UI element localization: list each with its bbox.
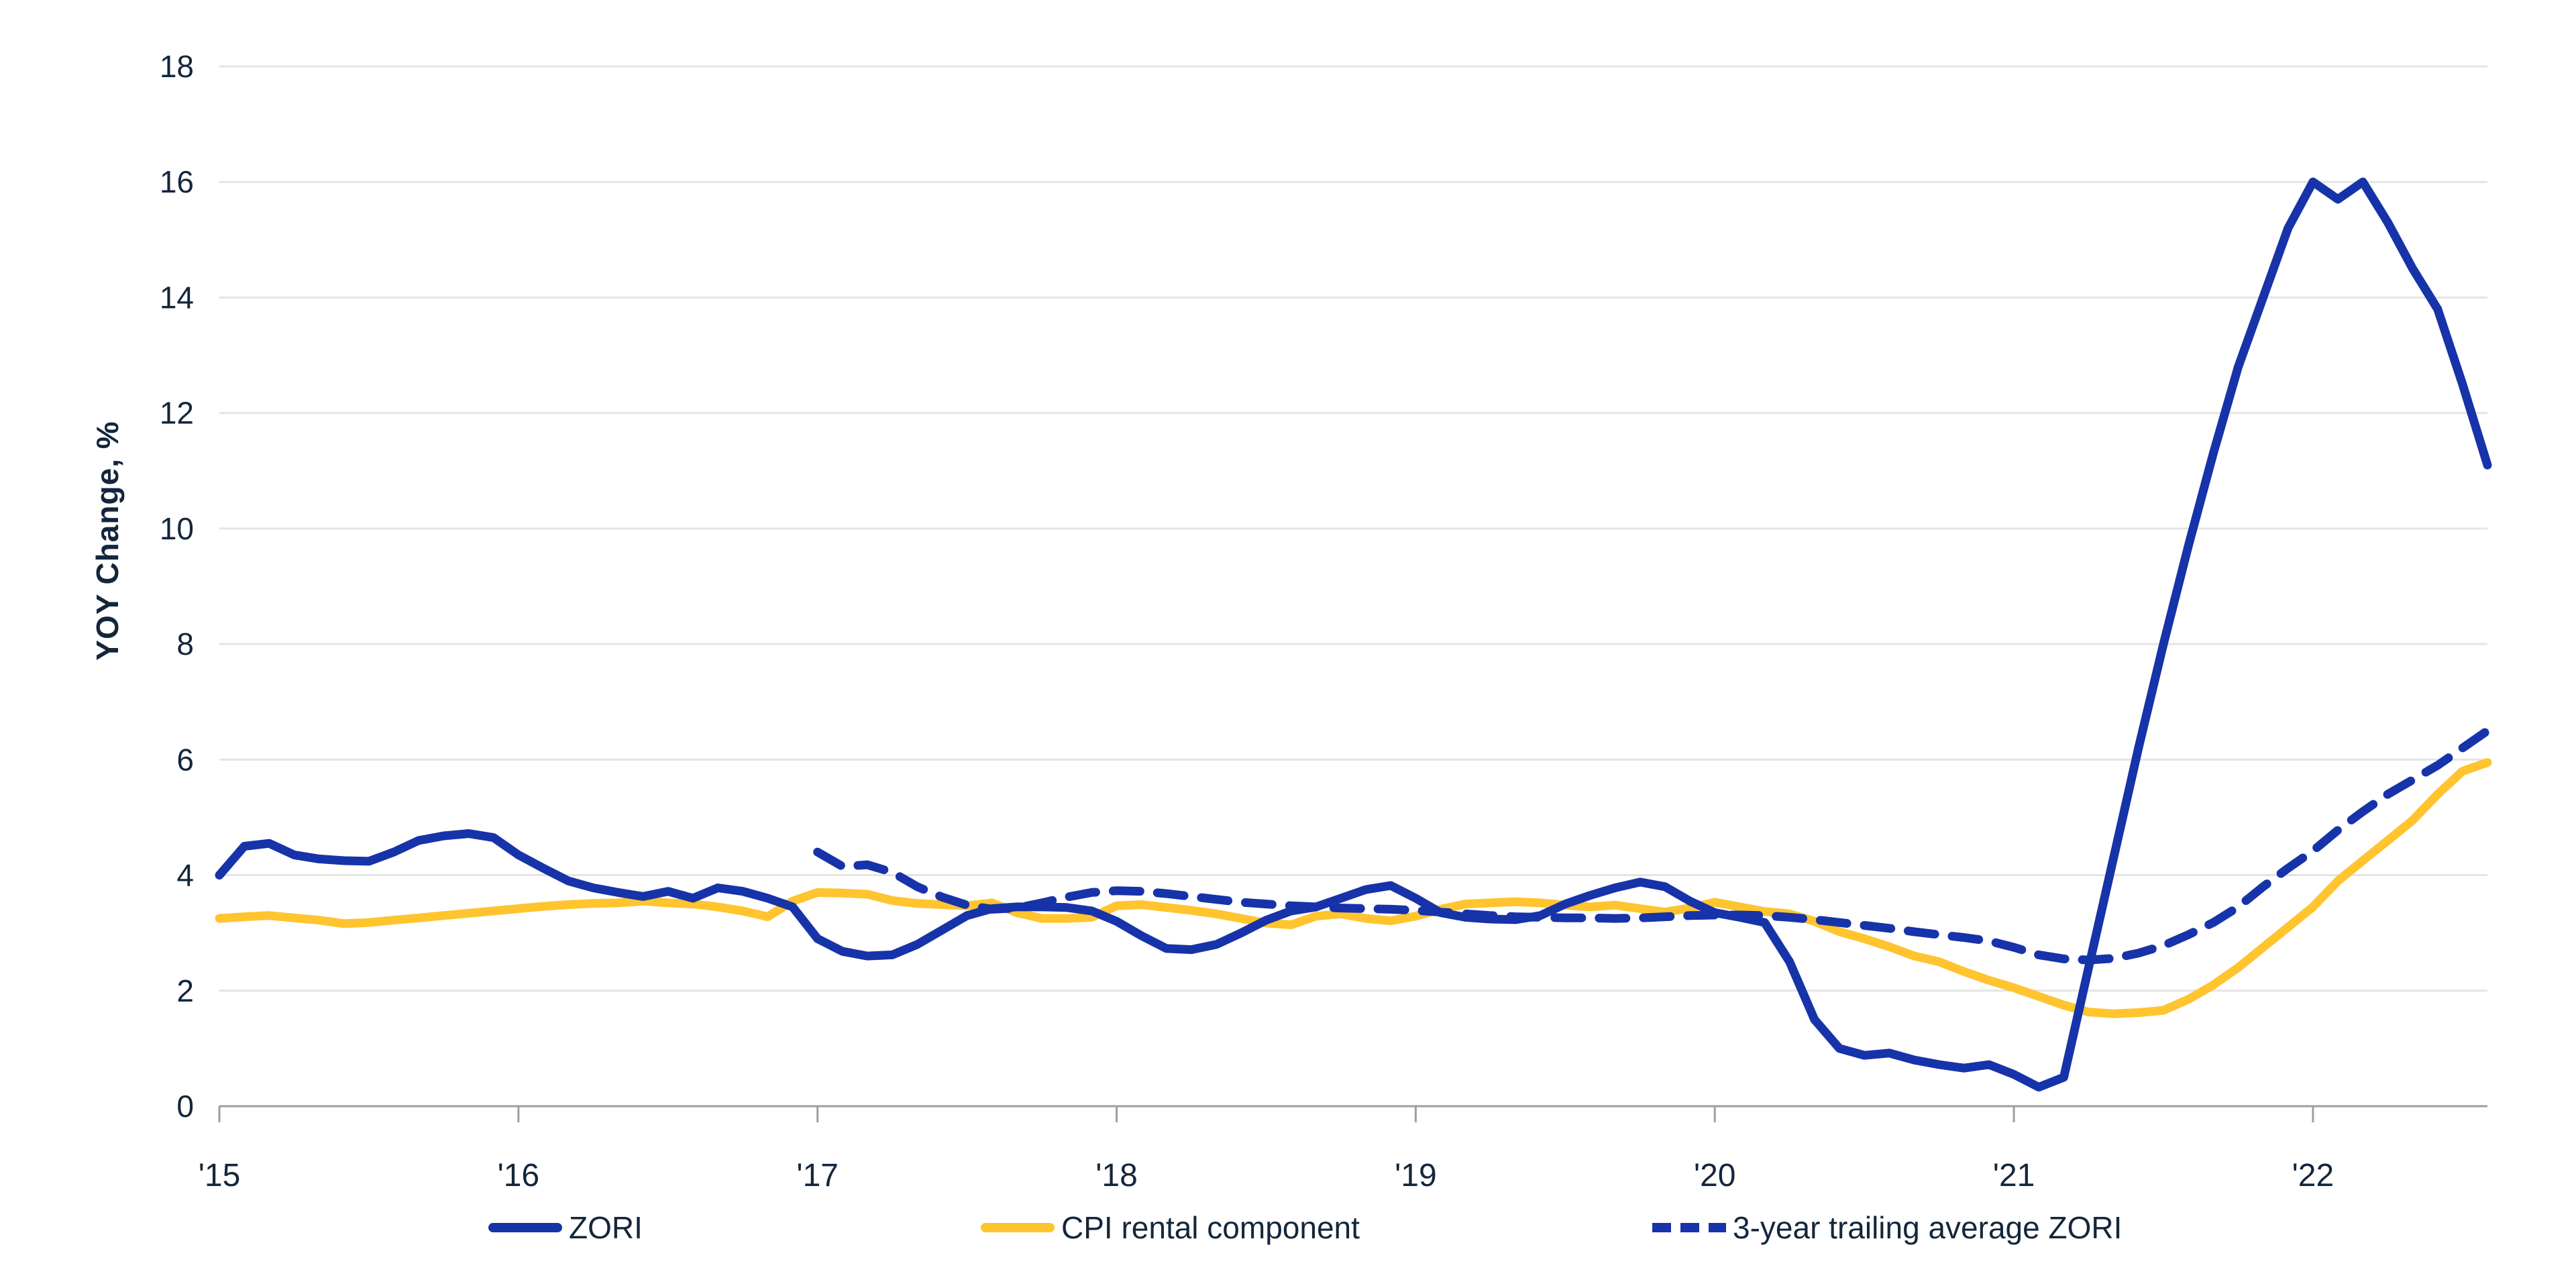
x-tick-label-'22: '22 bbox=[2292, 1158, 2334, 1193]
y-tick-label-16: 16 bbox=[160, 164, 194, 199]
zori-line-swatch-icon bbox=[488, 1223, 562, 1232]
legend-item-zori: ZORI bbox=[488, 1208, 643, 1248]
legend-item-trailing-avg: 3-year trailing average ZORI bbox=[1652, 1208, 2122, 1248]
chart-legend: ZORI CPI rental component 3-year trailin… bbox=[0, 1208, 2576, 1254]
legend-item-cpi: CPI rental component bbox=[981, 1208, 1360, 1248]
y-axis-title: YOY Change, % bbox=[90, 421, 125, 661]
y-tick-label-10: 10 bbox=[160, 511, 194, 546]
x-tick-label-'18: '18 bbox=[1095, 1158, 1138, 1193]
cpi-line-swatch-icon bbox=[981, 1223, 1055, 1232]
x-tick-label-'19: '19 bbox=[1395, 1158, 1437, 1193]
x-tick-label-'21: '21 bbox=[1993, 1158, 2035, 1193]
x-tick-label-'20: '20 bbox=[1694, 1158, 1736, 1193]
y-tick-label-0: 0 bbox=[176, 1089, 194, 1124]
legend-label-cpi: CPI rental component bbox=[1061, 1210, 1360, 1245]
x-tick-label-'16: '16 bbox=[498, 1158, 540, 1193]
trailing-avg-dashed-swatch-icon bbox=[1652, 1223, 1726, 1232]
x-tick-label-'17: '17 bbox=[796, 1158, 839, 1193]
series-line-3-year-trailing-average-zori bbox=[813, 726, 2492, 965]
y-tick-label-12: 12 bbox=[160, 396, 194, 431]
y-tick-label-18: 18 bbox=[160, 49, 194, 84]
y-tick-label-14: 14 bbox=[160, 280, 194, 315]
series-line-zori bbox=[215, 177, 2492, 1092]
legend-label-trailing-avg: 3-year trailing average ZORI bbox=[1733, 1210, 2123, 1245]
y-tick-label-2: 2 bbox=[176, 973, 194, 1008]
x-tick-label-'15: '15 bbox=[199, 1158, 241, 1193]
y-tick-label-8: 8 bbox=[176, 627, 194, 661]
legend-label-zori: ZORI bbox=[569, 1210, 643, 1245]
y-tick-label-6: 6 bbox=[176, 742, 194, 777]
y-tick-label-4: 4 bbox=[176, 858, 194, 893]
series-line-cpi-rental-component bbox=[215, 758, 2492, 1018]
